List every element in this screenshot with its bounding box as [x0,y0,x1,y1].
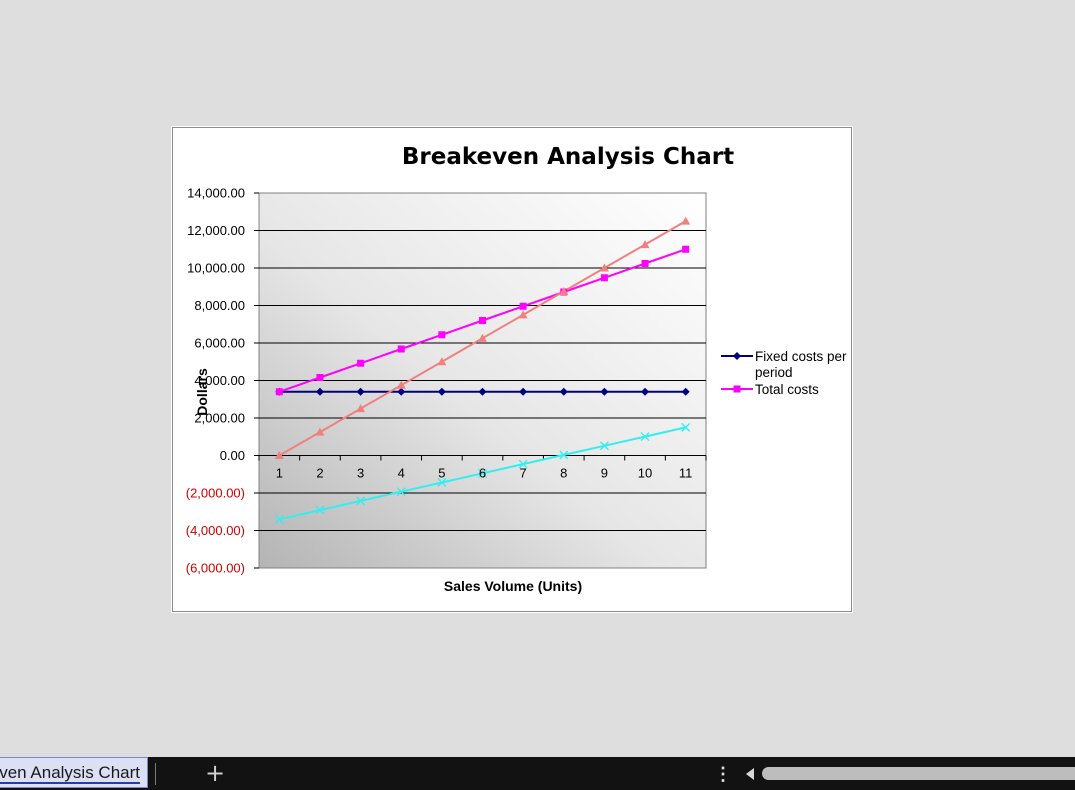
data-point-s3-7 [518,310,528,319]
legend-swatch-total-costs [721,385,753,393]
data-point-s1-5 [437,387,446,396]
data-point-s2-4 [397,345,405,353]
data-point-s4-7 [518,459,528,469]
data-point-s1-11 [681,387,690,396]
data-point-s2-7 [519,302,527,310]
data-point-s3-10 [640,240,650,249]
y-tick-label: (6,000.00) [186,561,245,576]
data-point-s1-7 [519,387,528,396]
sheet-tab-breakeven[interactable]: Breakeven Analysis Chart [0,757,148,788]
data-point-s2-10 [641,260,649,267]
data-point-s2-6 [479,317,486,324]
data-point-s2-3 [357,359,365,367]
chart-frame[interactable]: 14,000.00 12,000.00 10,000.00 8,000.00 6,000… [172,127,852,612]
data-point-s1-9 [600,387,609,396]
y-tick-label: (2,000.00) [186,486,245,501]
data-point-s1-6 [478,387,487,396]
data-point-s4-3 [356,496,366,506]
x-tick-label: 2 [316,466,323,481]
data-point-s3-6 [478,333,487,342]
data-point-s1-10 [641,387,650,396]
data-point-s3-8 [559,286,569,295]
y-tick-label: 12,000.00 [187,223,245,238]
x-tick-label: 4 [398,466,405,481]
x-marker-stroke [396,487,406,497]
x-marker-stroke [356,496,366,506]
legend-label-fixed-costs: Fixed costs per period [755,349,847,380]
x-marker-stroke [681,422,691,432]
x-marker-stroke [315,505,325,515]
data-point-s2-9 [600,274,608,282]
data-point-s4-6 [478,468,487,478]
x-tick-label: 6 [479,466,486,481]
data-point-s2-5 [438,331,446,339]
legend-label-total-costs: Total costs [755,382,819,397]
y-tick-label: 8,000.00 [194,298,245,313]
chart-title: Breakeven Analysis Chart [401,144,735,170]
data-point-s3-11 [681,216,691,225]
scroll-left-arrow-icon[interactable] [746,768,754,780]
x-tick-label: 7 [520,466,527,481]
x-axis-title: Sales Volume (Units) [443,578,583,594]
more-options-icon[interactable]: ⋮ [714,764,732,784]
data-point-s4-2 [315,505,325,515]
data-point-s1-2 [315,387,324,396]
data-point-s3-1 [274,451,284,459]
legend-swatch-fixed-costs [721,352,753,360]
y-tick-label: 14,000.00 [187,186,245,201]
data-point-s3-9 [599,263,609,272]
y-tick-label: 2,000.00 [194,411,245,426]
y-tick-label: 4,000.00 [194,373,245,388]
data-point-s4-4 [396,487,406,497]
y-tick-label: 10,000.00 [187,261,245,276]
data-point-s4-1 [274,514,284,524]
horizontal-scrollbar-thumb[interactable] [762,767,1075,780]
x-tick-label: 9 [601,466,608,481]
x-tick-label: 11 [679,466,693,481]
data-point-s4-8 [559,450,569,460]
x-tick-label: 5 [438,466,445,481]
data-point-s1-4 [397,387,406,396]
data-point-s4-11 [681,422,691,432]
data-point-s1-8 [559,387,568,396]
data-point-s3-4 [396,380,406,389]
data-point-s2-11 [682,245,690,253]
x-marker-stroke [640,432,650,442]
sheet-tab-label: Breakeven Analysis Chart [0,763,140,784]
y-tick-label: 0.00 [220,448,245,463]
x-tick-label: 3 [357,466,364,481]
data-point-s4-9 [599,441,609,451]
y-tick-label: 6,000.00 [194,336,245,351]
chart-plot: 14,000.0012,000.0010,000.008,000.006,000… [186,186,707,576]
y-tick-label: (4,000.00) [186,523,245,538]
x-marker-stroke [559,450,569,460]
x-marker-stroke [478,468,487,478]
x-marker-stroke [518,459,528,469]
x-tick-label: 1 [276,466,283,481]
x-tick-label: 10 [638,466,652,481]
data-point-s4-5 [437,478,447,487]
tab-divider [155,763,156,785]
x-marker-stroke [274,514,284,524]
data-point-s2-1 [275,388,283,396]
y-axis-title: Dollars [194,368,210,416]
add-sheet-button[interactable]: + [204,759,226,787]
x-marker-stroke [599,441,609,451]
data-point-s1-3 [356,387,365,396]
x-marker-stroke [437,478,447,487]
x-tick-label: 8 [560,466,567,481]
data-point-s4-10 [640,432,650,442]
sheet-tab-bar: Breakeven Analysis Chart + ⋮ [0,757,1075,790]
data-point-s2-2 [316,374,324,381]
data-point-s3-3 [356,404,366,413]
data-point-s3-2 [315,427,325,436]
data-point-s3-5 [437,357,447,366]
